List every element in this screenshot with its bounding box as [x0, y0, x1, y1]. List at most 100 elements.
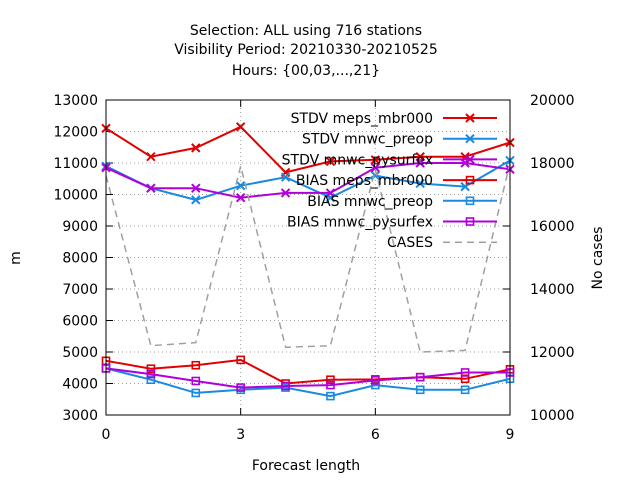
data-point [326, 380, 335, 390]
data-point [370, 163, 381, 173]
series-5 [101, 364, 515, 392]
plot-frame [105, 99, 511, 416]
series-line [105, 358, 511, 385]
data-point-stroke [465, 133, 475, 144]
y-tick-label: 8000 [62, 251, 98, 267]
data-point-stroke [191, 143, 201, 153]
data-point [191, 183, 201, 193]
title-line-1: Selection: ALL using 716 stations [190, 23, 422, 39]
legend-label: BIAS mnwc_pysurfex [287, 215, 433, 231]
y2-tick-label: 12000 [530, 345, 575, 361]
data-point [326, 375, 335, 385]
series-line [105, 367, 510, 389]
data-point [465, 133, 475, 144]
y-tick-label: 9000 [62, 219, 98, 235]
legend-entry: BIAS mnwc_preop [307, 194, 497, 210]
legend-label: STDV meps_mbr000 [291, 111, 433, 127]
data-point [371, 376, 380, 385]
data-point [191, 143, 201, 153]
data-point [236, 383, 245, 392]
series-line [105, 162, 511, 353]
data-point-stroke [235, 122, 246, 132]
data-point [235, 192, 246, 203]
data-point [415, 372, 425, 382]
data-point [465, 196, 475, 206]
data-point [146, 364, 156, 373]
data-point-stroke [280, 188, 291, 198]
data-point [235, 180, 246, 191]
legend-entry: BIAS meps_mbr000 [296, 173, 497, 189]
data-point [415, 385, 425, 395]
data-point [146, 375, 156, 385]
data-point [146, 183, 156, 193]
series-line [105, 162, 511, 199]
data-point-stroke [325, 188, 336, 198]
axis-ticks: 3000 4000 5000 6000 7000 8000 9000 10000 11000 12… [53, 93, 574, 443]
legend: STDV meps_mbr000 STDV mnwc_preop STDV mnwc… [282, 111, 497, 251]
chart-title: Selection: ALL using 716 stations Visibi… [174, 23, 438, 79]
y-tick-label: 6000 [62, 314, 98, 330]
legend-label: CASES [387, 235, 433, 251]
legend-entry: STDV meps_mbr000 [291, 111, 497, 127]
data-point [191, 360, 201, 370]
series-line [105, 159, 511, 201]
legend-entry: STDV mnwc_preop [302, 132, 497, 148]
data-point [146, 151, 156, 162]
data-point [146, 369, 156, 379]
series-line [105, 367, 511, 398]
data-point-stroke [235, 180, 246, 191]
y2-tick-label: 20000 [530, 93, 575, 109]
y-tick-label: 13000 [53, 93, 98, 109]
data-point [465, 113, 475, 123]
data-point [415, 178, 425, 189]
y2-tick-label: 16000 [530, 219, 575, 235]
legend-entry: STDV mnwc_pysurfex [282, 152, 497, 168]
legend-entry: BIAS mnwc_pysurfex [287, 215, 497, 231]
data-point [191, 195, 201, 205]
data-point-stroke [465, 113, 475, 123]
y2-tick-label: 14000 [530, 282, 575, 298]
data-point [465, 154, 475, 165]
data-point-stroke [465, 154, 475, 165]
y2-axis-label: No cases [590, 227, 606, 290]
data-point-stroke [415, 158, 425, 168]
data-point [415, 158, 425, 168]
title-line-3: Hours: {00,03,...,21} [232, 63, 380, 79]
data-point-stroke [370, 155, 381, 165]
data-point [465, 175, 475, 185]
legend-entry: CASES [387, 235, 497, 251]
data-point-stroke [280, 172, 291, 182]
series-line [105, 125, 511, 174]
legend-label: BIAS mnwc_preop [307, 194, 433, 210]
x-tick-label: 3 [236, 427, 245, 443]
data-point-stroke [415, 178, 425, 189]
x-tick-label: 6 [371, 427, 380, 443]
data-point [371, 380, 380, 390]
data-point [325, 188, 336, 198]
data-point-stroke [191, 195, 201, 205]
y-tick-label: 7000 [62, 282, 98, 298]
data-point-stroke [191, 183, 201, 193]
data-point [370, 155, 381, 165]
data-point [281, 381, 290, 391]
series-3 [101, 355, 515, 388]
title-line-2: Visibility Period: 20210330-20210525 [174, 42, 438, 58]
data-point-stroke [370, 163, 381, 173]
data-point-stroke [146, 151, 156, 162]
y-tick-label: 12000 [53, 125, 98, 141]
data-point-stroke [325, 156, 336, 167]
data-point [326, 391, 335, 401]
data-point [280, 172, 291, 182]
data-point [235, 122, 246, 132]
x-tick-label: 9 [506, 427, 515, 443]
x-tick-label: 0 [102, 427, 111, 443]
data-point [460, 368, 470, 377]
y-tick-label: 10000 [53, 188, 98, 204]
y-tick-label: 5000 [62, 345, 98, 361]
data-point-stroke [146, 183, 156, 193]
data-point [191, 376, 201, 386]
y-tick-label: 11000 [53, 156, 98, 172]
y2-tick-label: 18000 [530, 156, 575, 172]
data-point [325, 156, 336, 167]
